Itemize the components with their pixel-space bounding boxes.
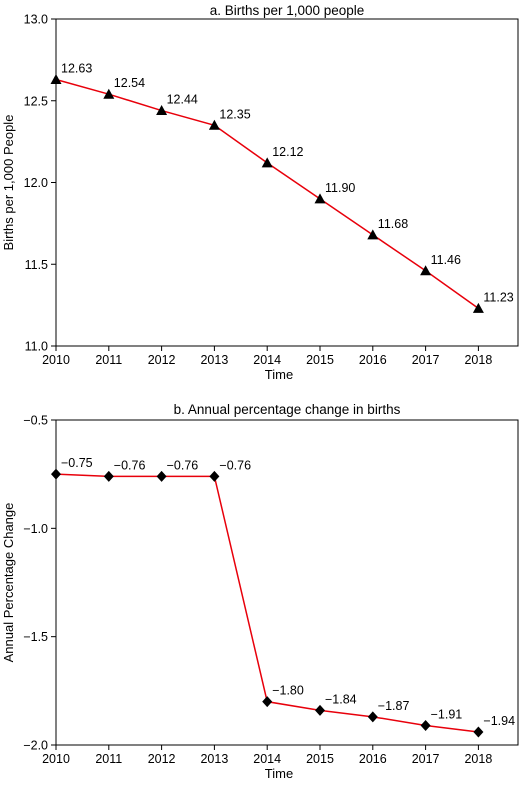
y-tick-label: 11.5: [25, 258, 48, 272]
data-label: −1.87: [378, 699, 410, 713]
data-label: 12.12: [272, 145, 303, 159]
y-tick-label: 12.0: [24, 176, 48, 190]
data-point-marker: [261, 157, 273, 168]
x-tick-label: 2017: [412, 752, 440, 766]
data-point-marker: [420, 265, 432, 276]
chart-title: b. Annual percentage change in births: [174, 402, 401, 417]
data-label: 12.63: [61, 61, 92, 75]
data-point-marker: [262, 696, 273, 708]
y-tick-label: −1.0: [23, 522, 48, 536]
x-axis-label: Time: [265, 367, 293, 382]
chart-panel-b: b. Annual percentage change in births 201…: [1, 402, 519, 781]
x-tick-label: 2015: [306, 752, 334, 766]
x-tick-label: 2016: [359, 353, 387, 367]
data-label: 12.44: [167, 93, 198, 107]
data-point-marker: [156, 105, 168, 116]
x-axis-label: Time: [265, 766, 293, 781]
data-point-marker: [50, 73, 62, 84]
data-point-marker: [314, 193, 326, 204]
data-label: 11.46: [431, 253, 461, 267]
y-tick-label: 11.0: [25, 340, 48, 354]
data-point-marker: [103, 470, 114, 482]
y-axis-label: Annual Percentage Change: [1, 503, 16, 663]
data-label: −1.80: [272, 684, 304, 698]
x-tick-label: 2013: [200, 752, 228, 766]
data-point-marker: [473, 726, 484, 738]
data-label: 12.54: [114, 76, 145, 90]
data-point-marker: [420, 720, 431, 731]
y-axis-label: Births per 1,000 People: [1, 115, 16, 251]
data-point-marker: [156, 470, 167, 482]
plot-frame: [55, 18, 519, 347]
data-label: −0.76: [219, 458, 251, 472]
data-point-marker: [315, 704, 325, 716]
data-label: 11.68: [378, 217, 408, 231]
series-line: [55, 78, 479, 310]
series-line: [55, 473, 479, 733]
x-tick-label: 2011: [95, 353, 122, 367]
plot-frame: [55, 419, 519, 746]
x-tick-label: 2011: [95, 752, 122, 766]
data-point-marker: [208, 119, 220, 130]
x-tick-label: 2014: [253, 752, 281, 766]
data-label: −1.94: [483, 714, 515, 728]
chart-panel-a: a. Births per 1,000 people 2010 2011 2012 20…: [1, 3, 519, 382]
x-tick-label: 2010: [42, 353, 70, 367]
data-label: −0.76: [167, 458, 199, 472]
x-tick-label: 2015: [306, 353, 334, 367]
x-tick-label: 2017: [412, 353, 440, 367]
data-point-marker: [51, 468, 61, 480]
x-tick-label: 2012: [148, 752, 176, 766]
data-label: 11.23: [483, 290, 513, 304]
y-tick-label: −0.5: [23, 414, 48, 428]
data-label: −1.91: [431, 708, 463, 722]
data-label: −0.75: [61, 456, 93, 470]
data-label: 11.90: [325, 181, 355, 195]
data-label: −1.84: [325, 692, 357, 706]
x-tick-label: 2018: [464, 752, 492, 766]
x-tick-label: 2013: [200, 353, 228, 367]
y-tick-label: −1.5: [23, 630, 48, 644]
x-tick-label: 2012: [148, 353, 176, 367]
y-tick-label: 13.0: [24, 13, 48, 27]
chart-title: a. Births per 1,000 people: [210, 3, 365, 18]
y-tick-label: 12.5: [24, 94, 48, 108]
x-tick-label: 2014: [253, 353, 281, 367]
data-point-marker: [367, 711, 378, 723]
data-label: 12.35: [219, 107, 250, 121]
data-point-marker: [209, 470, 220, 482]
x-tick-label: 2018: [464, 353, 492, 367]
data-label: −0.76: [114, 458, 146, 472]
data-point-marker: [103, 88, 115, 99]
y-tick-label: −2.0: [23, 739, 48, 753]
x-tick-label: 2010: [42, 752, 70, 766]
data-point-marker: [367, 229, 379, 240]
data-point-marker: [472, 302, 484, 313]
x-tick-label: 2016: [359, 752, 387, 766]
